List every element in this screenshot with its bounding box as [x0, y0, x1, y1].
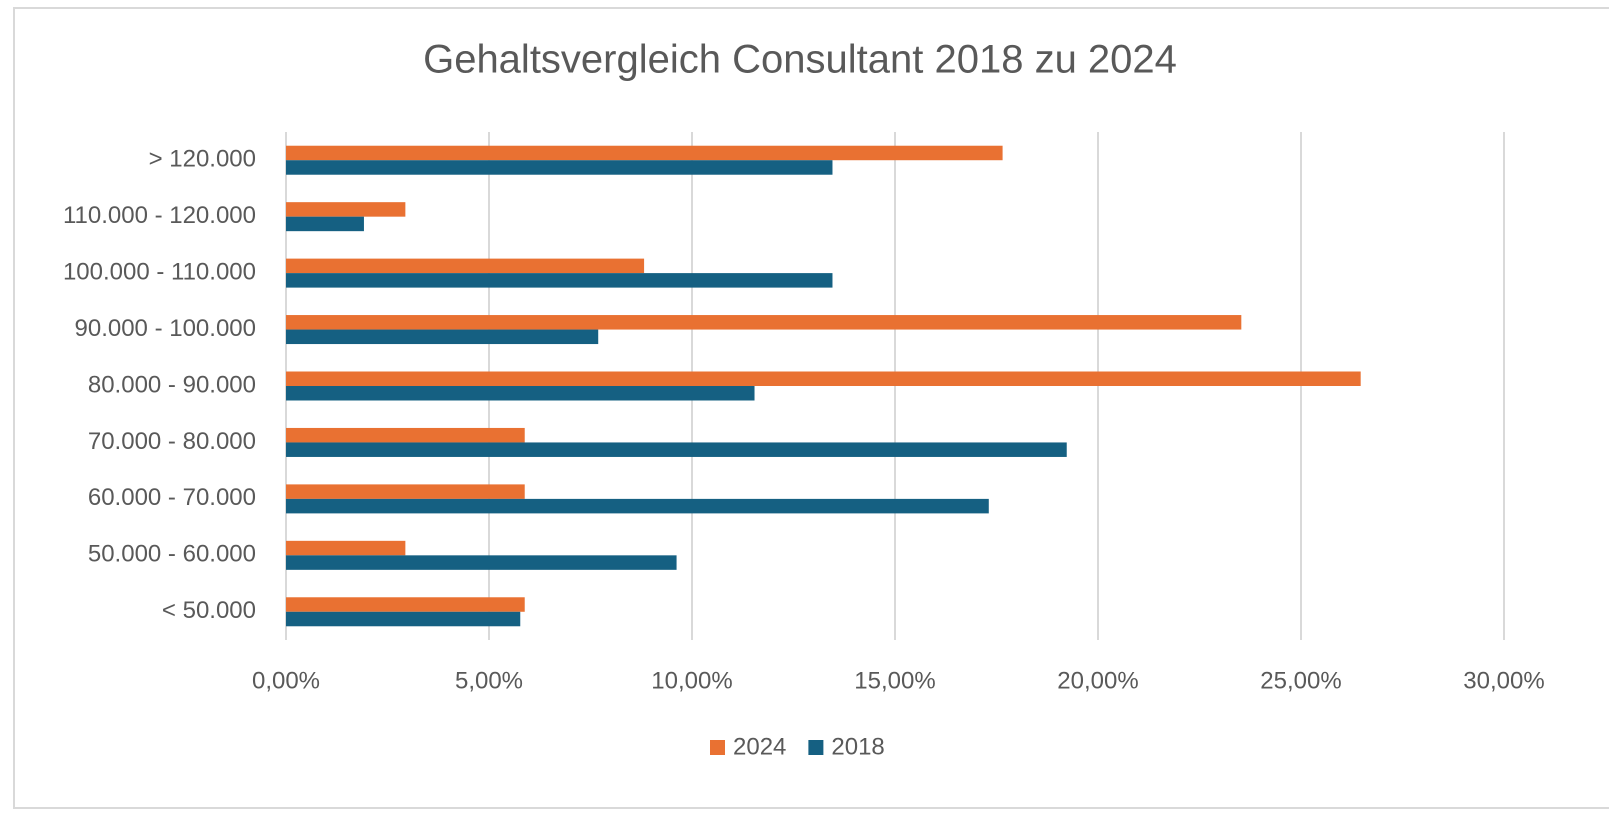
bar: [286, 611, 521, 627]
y-tick-label: 100.000 - 110.000: [63, 258, 256, 285]
bar: [286, 540, 406, 556]
x-tick-label: 5,00%: [455, 667, 523, 694]
bar: [286, 329, 599, 345]
y-tick-label: 50.000 - 60.000: [88, 541, 256, 568]
bar: [286, 273, 833, 288]
legend-swatch: [710, 740, 725, 755]
x-tick-label: 15,00%: [854, 667, 935, 694]
x-tick-label: 0,00%: [252, 667, 320, 694]
bar: [286, 315, 1242, 330]
bar: [286, 484, 525, 499]
bar: [286, 498, 989, 514]
bar: [286, 160, 833, 175]
bar: [286, 597, 525, 612]
y-tick-label: > 120.000: [149, 146, 256, 173]
chart-border: [13, 7, 1609, 809]
chart-title: Gehaltsvergleich Consultant 2018 zu 2024: [423, 38, 1177, 82]
legend-label: 2024: [733, 733, 786, 760]
y-tick-label: < 50.000: [162, 597, 256, 624]
bar: [286, 145, 1003, 161]
y-tick-label: 80.000 - 90.000: [88, 371, 256, 398]
bar: [286, 442, 1067, 457]
y-tick-label: 60.000 - 70.000: [88, 484, 256, 511]
y-tick-label: 70.000 - 80.000: [88, 428, 256, 455]
legend-label: 2018: [831, 733, 884, 760]
legend-swatch: [808, 740, 824, 755]
bar: [286, 386, 755, 401]
bar: [286, 258, 645, 274]
x-tick-label: 25,00%: [1260, 667, 1341, 694]
bar: [286, 427, 525, 443]
bar: [286, 555, 677, 570]
y-tick-label: 90.000 - 100.000: [75, 315, 257, 342]
bar: [286, 202, 406, 217]
x-tick-label: 10,00%: [651, 667, 732, 694]
y-tick-label: 110.000 - 120.000: [63, 202, 256, 229]
bar: [286, 216, 364, 232]
bar: [286, 371, 1361, 386]
x-tick-label: 20,00%: [1057, 667, 1138, 694]
x-tick-label: 30,00%: [1463, 667, 1544, 694]
